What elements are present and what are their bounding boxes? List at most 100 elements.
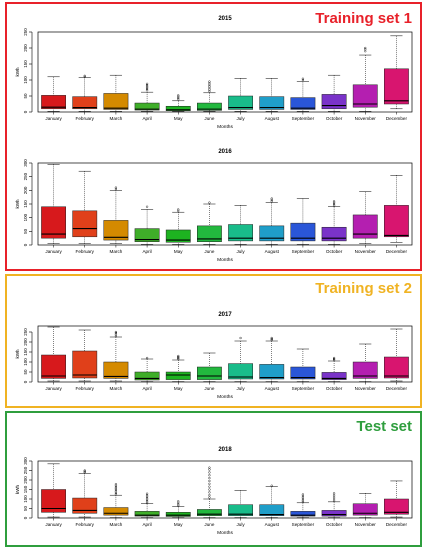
outlier-point (332, 494, 336, 497)
box-November (352, 343, 378, 382)
box-December (384, 328, 409, 382)
outlier-point (145, 494, 149, 497)
y-tick-label: 200 (23, 44, 28, 52)
outlier-point (208, 494, 211, 497)
outlier-point (301, 494, 305, 498)
x-tick-label: July (236, 522, 245, 527)
y-axis-label: kWh (15, 199, 20, 208)
box-April (134, 82, 160, 112)
box-body (103, 507, 129, 516)
outlier-point (83, 75, 86, 78)
box-body (103, 361, 129, 379)
y-tick-label: 300 (23, 457, 28, 465)
box-body (134, 371, 160, 381)
box-body (321, 510, 347, 517)
box-January (41, 164, 66, 244)
plot-frame (37, 460, 413, 519)
outlier-point (208, 468, 211, 471)
box-body (165, 512, 191, 517)
outlier-point (177, 500, 180, 503)
box-body (384, 498, 409, 515)
box-body (228, 363, 253, 380)
box-May (165, 208, 191, 245)
box-body (72, 497, 98, 514)
outlier-point (270, 484, 273, 487)
y-axis-label: kWh (15, 67, 20, 76)
box-December (384, 35, 409, 110)
x-tick-label: June (204, 249, 214, 254)
box-November (352, 493, 378, 518)
y-tick-label: 0 (23, 516, 28, 519)
outlier-point (270, 197, 273, 200)
y-tick-label: 200 (23, 476, 28, 484)
y-axis-label: kWh (15, 485, 20, 494)
box-November (352, 46, 378, 112)
y-axis-label: kWh (15, 349, 20, 358)
y-tick-label: 200 (23, 186, 28, 194)
box-September (290, 77, 316, 112)
outlier-point (114, 331, 118, 335)
box-body (165, 229, 191, 243)
box-September (290, 348, 316, 382)
y-tick-label: 250 (23, 328, 28, 336)
box-March (103, 186, 129, 244)
outlier-point (145, 356, 149, 360)
x-tick-label: May (174, 522, 183, 527)
x-tick-label: November (355, 249, 377, 254)
x-tick-label: June (204, 386, 214, 391)
outlier-point (114, 490, 118, 493)
box-body (384, 356, 409, 379)
box-January (41, 463, 66, 518)
outlier-point (83, 469, 86, 472)
outlier-point (114, 486, 118, 489)
box-October (321, 356, 347, 382)
x-tick-label: March (110, 522, 123, 527)
outlier-point (114, 484, 118, 487)
x-tick-label: October (326, 522, 343, 527)
y-tick-label: 250 (23, 28, 28, 36)
y-tick-label: 0 (23, 110, 28, 113)
outlier-point (145, 498, 149, 501)
box-January (41, 326, 66, 382)
outlier-point (208, 80, 211, 83)
outlier-point (114, 491, 118, 495)
y-tick-label: 100 (23, 358, 28, 366)
outlier-point (114, 187, 118, 191)
outlier-point (177, 354, 180, 358)
box-body (321, 226, 347, 242)
outlier-point (145, 85, 149, 88)
x-tick-label: November (355, 116, 377, 121)
outlier-point (270, 336, 273, 340)
x-tick-label: July (236, 116, 245, 121)
outlier-point (83, 74, 86, 77)
box-body (259, 96, 285, 110)
outlier-point (301, 499, 305, 502)
outlier-point (177, 98, 180, 101)
y-tick-label: 150 (23, 348, 28, 356)
x-axis-label: Months (217, 394, 233, 400)
outlier-point (208, 85, 211, 88)
y-tick-label: 200 (23, 338, 28, 346)
y-tick-label: 100 (23, 495, 28, 503)
box-body (103, 93, 129, 110)
box-August (259, 197, 285, 245)
outlier-point (301, 497, 305, 501)
outlier-point (208, 88, 211, 91)
box-body (41, 206, 66, 239)
x-tick-label: July (236, 249, 245, 254)
outlier-point (208, 201, 211, 204)
outlier-point (83, 470, 86, 473)
chart-title: 2016 (218, 149, 232, 155)
outlier-point (270, 338, 273, 342)
outlier-point (270, 200, 273, 203)
box-September (290, 198, 316, 245)
outlier-point (114, 333, 118, 336)
chart-2016: 2016 0 50 100 150 200 250 300 kWh January February… (15, 149, 413, 263)
outlier-point (301, 78, 305, 82)
x-tick-label: June (204, 116, 214, 121)
outlier-point (208, 488, 211, 491)
outlier-point (332, 202, 336, 206)
box-January (41, 76, 66, 112)
y-tick-label: 50 (23, 506, 28, 512)
